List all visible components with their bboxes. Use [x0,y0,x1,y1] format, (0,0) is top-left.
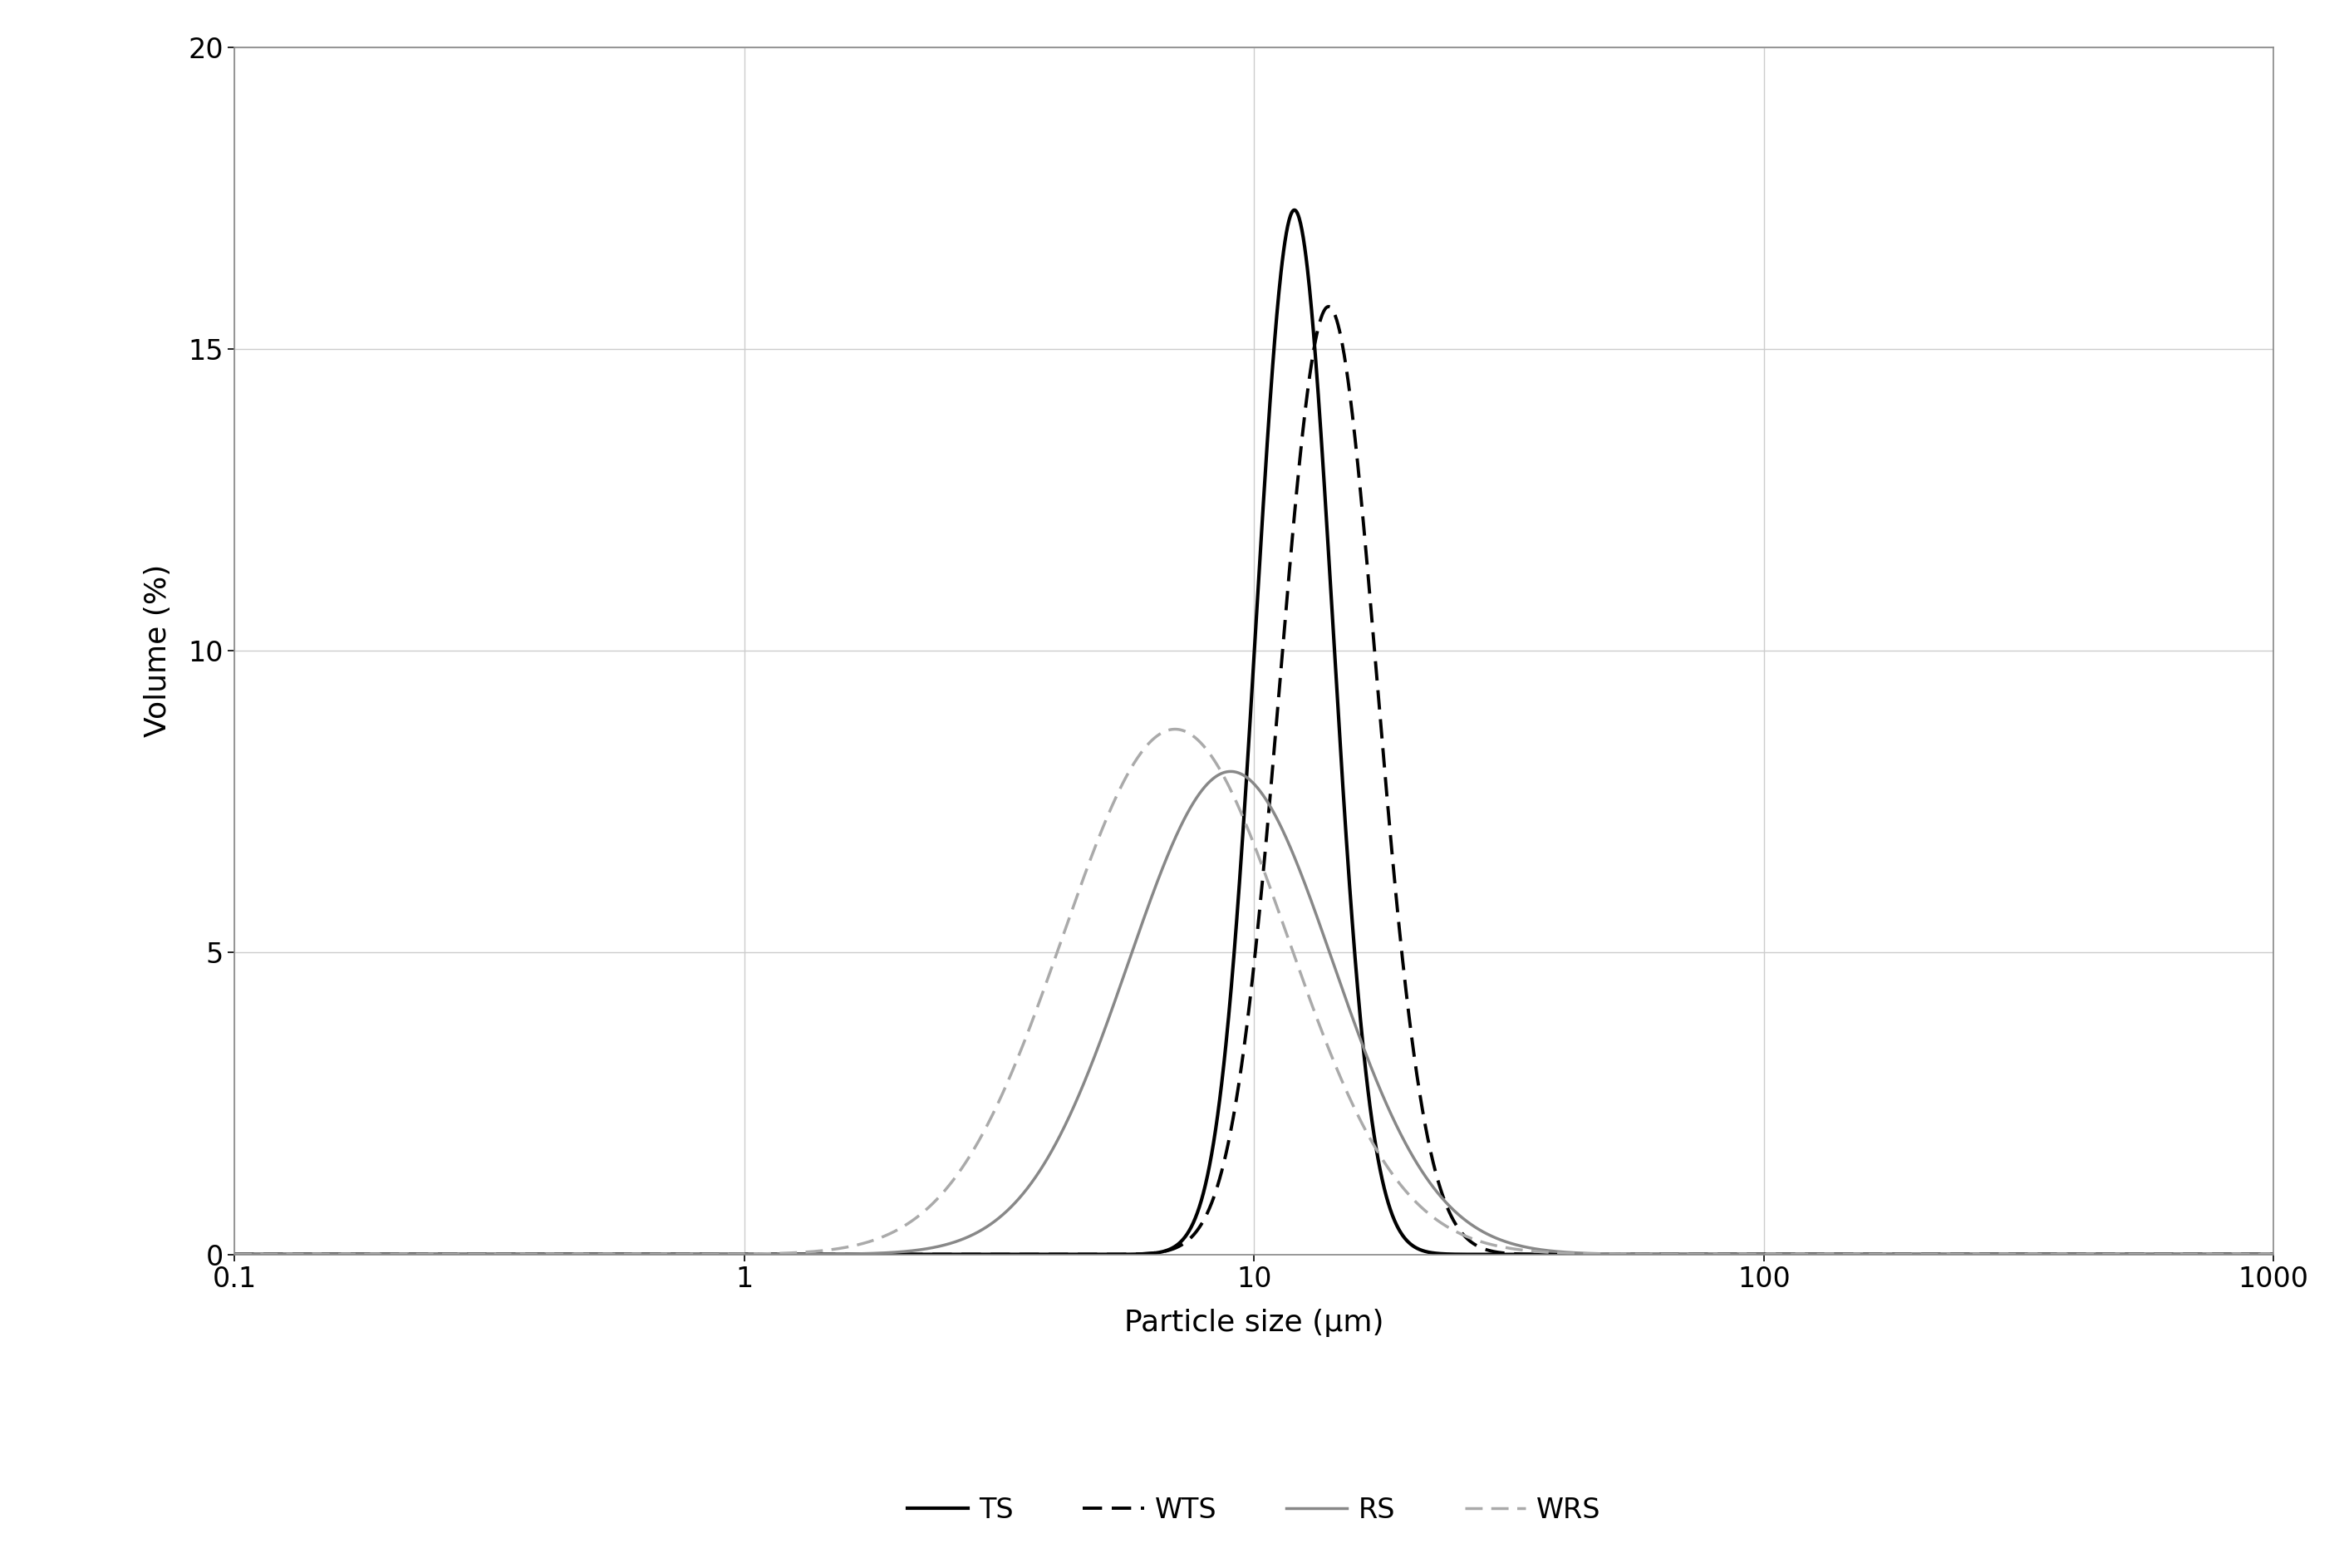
WTS [1999,1245,2028,1264]
TS [1999,1245,2028,1264]
WTS [452,1245,481,1264]
RS [1217,762,1245,781]
WRS [1999,1245,2028,1264]
RS [220,1245,248,1264]
WRS [220,1245,248,1264]
RS [574,1245,602,1264]
WTS [1315,298,1343,317]
WTS [2260,1245,2288,1264]
TS [220,1245,248,1264]
RS [2260,1245,2288,1264]
RS [1090,1019,1118,1038]
Line: WRS: WRS [234,729,2274,1254]
TS [1003,1245,1031,1264]
RS [1999,1245,2028,1264]
WTS [574,1245,602,1264]
Line: TS: TS [234,210,2274,1254]
WTS [2220,1245,2248,1264]
Line: WTS: WTS [234,307,2274,1254]
RS [2220,1245,2248,1264]
Line: RS: RS [234,771,2274,1254]
WRS [574,1245,602,1264]
TS [2220,1245,2248,1264]
Y-axis label: Volume (%): Volume (%) [143,564,171,737]
Legend: TS, WTS, RS, WRS: TS, WTS, RS, WRS [895,1485,1613,1535]
TS [452,1245,481,1264]
WTS [1003,1245,1031,1264]
TS [1280,201,1308,220]
RS [1003,1192,1031,1210]
WRS [452,1245,481,1264]
TS [2260,1245,2288,1264]
WRS [1160,720,1188,739]
WTS [1090,1245,1118,1264]
WRS [2220,1245,2248,1264]
WTS [220,1245,248,1264]
RS [452,1245,481,1264]
WRS [1090,814,1118,833]
X-axis label: Particle size (μm): Particle size (μm) [1125,1309,1383,1338]
TS [574,1245,602,1264]
WRS [1003,1052,1031,1071]
TS [1090,1245,1118,1264]
WRS [2260,1245,2288,1264]
